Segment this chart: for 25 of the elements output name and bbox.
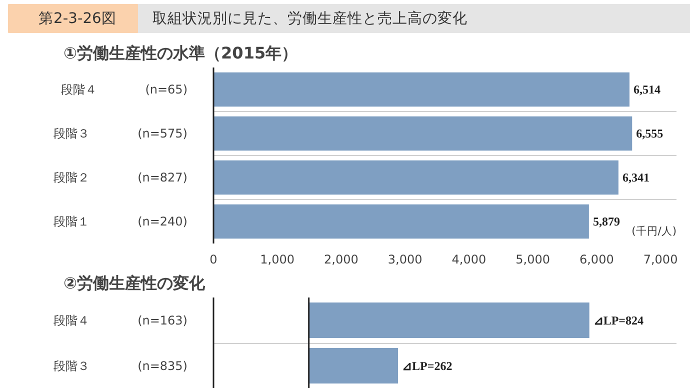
x-tick-label: 1,000 — [260, 252, 295, 266]
data-label: 5,879 — [592, 214, 620, 228]
chart-title: ②労働生産性の変化 — [64, 274, 206, 292]
x-tick-label: 0 — [210, 252, 218, 266]
y-tick-label: 段階４ (n=163) — [54, 313, 188, 328]
x-tick-label: 7,000 — [643, 252, 678, 266]
data-label: ⊿LP=824 — [593, 313, 644, 328]
y-tick-label: 段階２ (n=827) — [54, 170, 188, 184]
data-label: 6,341 — [622, 170, 650, 184]
x-tick-label: 3,000 — [388, 252, 422, 266]
x-tick-label: 2,000 — [324, 252, 358, 266]
y-tick-label: 段階３ (n=835) — [54, 358, 188, 373]
data-label: ⊿LP=262 — [402, 358, 452, 373]
x-tick-label: 4,000 — [452, 252, 486, 266]
text: 取組状況別に見た、労働生産性と売上高の変化 — [152, 10, 468, 27]
y-tick-label: 段階３ (n=575) — [54, 126, 188, 140]
x-tick-label: 5,000 — [516, 252, 550, 266]
text: 第2-3-26図 — [38, 10, 116, 27]
y-tick-label: 段階４ (n=65) — [61, 82, 188, 96]
chart-title: ①労働生産性の水準（2015年） — [64, 44, 298, 62]
x-tick-label: 6,000 — [579, 252, 614, 266]
x-axis-title: (千円/人) — [632, 224, 676, 238]
data-label: 6,514 — [633, 82, 660, 96]
data-label: 6,555 — [636, 126, 664, 140]
y-tick-label: 段階１ (n=240) — [54, 214, 188, 228]
